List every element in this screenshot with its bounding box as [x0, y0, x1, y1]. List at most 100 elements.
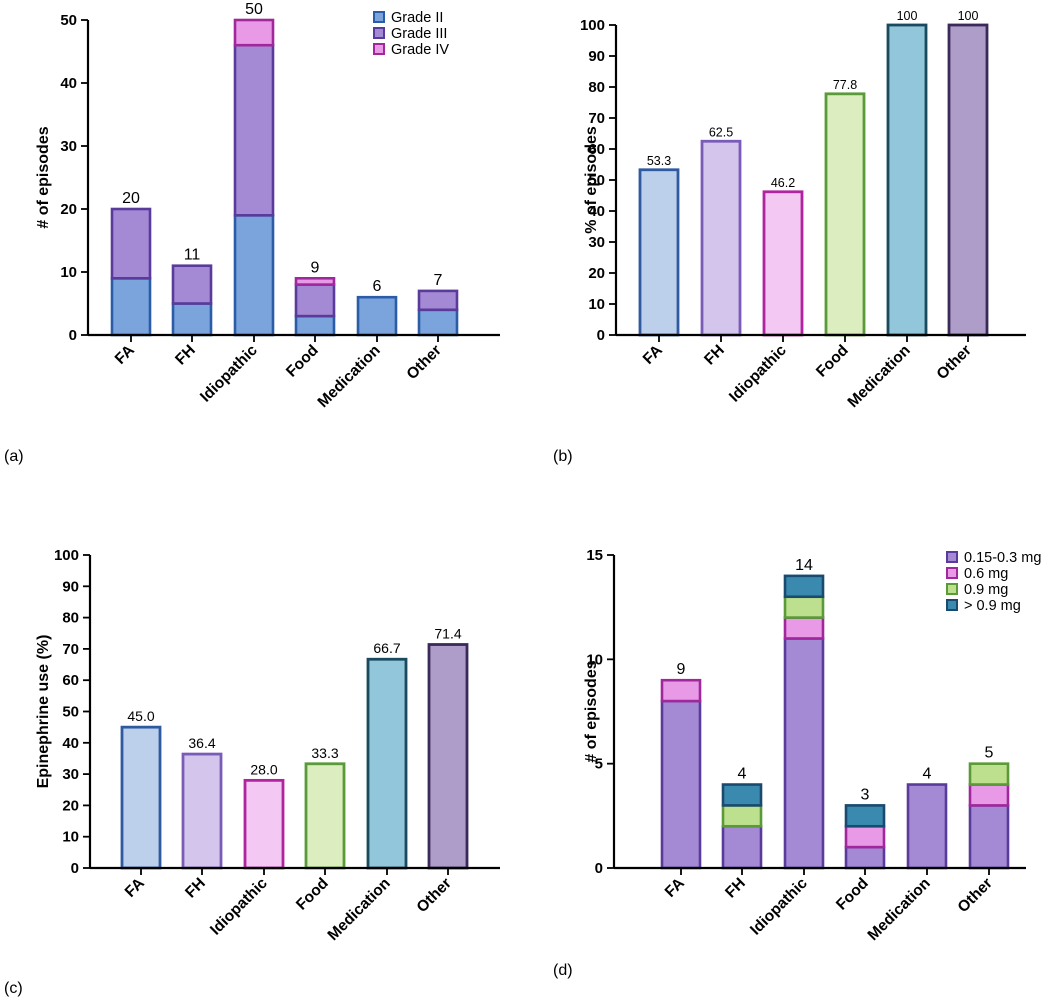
bar-food: [304, 762, 346, 870]
data-label-fh: 62.5: [709, 125, 733, 139]
y-tick-label: 60: [588, 141, 605, 158]
y-tick-label: 80: [62, 610, 79, 627]
bar-idiopathic: [243, 778, 285, 870]
x-tick-label-fh: FH: [172, 342, 199, 369]
x-tick-label-other: Other: [414, 875, 455, 916]
bar-fh-0-15-0-3-mg: [721, 824, 763, 870]
legend-swatch-0-9-mg: [946, 583, 958, 595]
bar-idiopathic-grade-iii: [233, 43, 275, 217]
bar-food-0-6-mg: [844, 824, 886, 849]
legend-label-grade-ii: Grade II: [391, 10, 443, 26]
y-tick-label: 10: [60, 264, 77, 281]
panel-letter-b: (b): [553, 448, 573, 465]
bar-other: [947, 23, 989, 337]
y-tick-label: 30: [60, 138, 77, 155]
bar-idiopathic-grade-ii: [233, 214, 275, 337]
bar-food-0-15-0-3-mg: [844, 845, 886, 870]
x-tick-label-medication: Medication: [865, 875, 934, 944]
bar-fa: [638, 168, 680, 337]
bar-idiopathic: [762, 190, 804, 337]
panel-letter-d: (d): [553, 962, 573, 979]
data-label-fa: 20: [122, 190, 140, 207]
y-tick-label: 40: [62, 735, 79, 752]
data-label-medication: 66.7: [373, 640, 400, 656]
x-tick-label-other: Other: [404, 342, 445, 383]
y-tick-label: 0: [71, 860, 79, 877]
x-tick-label-other: Other: [934, 342, 975, 383]
data-label-idiopathic: 28.0: [250, 761, 277, 777]
x-tick-label-fh: FH: [722, 875, 749, 902]
chart-d: 0 5 10 15 9 FA 4 FH 14 Idiopathic 3 Food 4 Medication…: [583, 547, 1041, 944]
y-axis-title: % of episodes: [583, 126, 600, 234]
data-label-fa: 45.0: [127, 708, 154, 724]
bar-fh-grade-iii: [171, 264, 213, 305]
y-axis-title: # of episodes: [583, 660, 600, 762]
data-label-fh: 4: [738, 766, 747, 783]
y-axis-title: Epinephrine use (%): [35, 635, 52, 789]
legend-label-0-15-0-3-mg: 0.15-0.3 mg: [964, 550, 1041, 566]
y-tick-label: 10: [62, 829, 79, 846]
y-tick-label: 0: [69, 327, 77, 344]
bar-fh-0-9-mg: [721, 804, 763, 828]
y-tick-label: 50: [62, 704, 79, 721]
bar-fa-grade-iii: [110, 207, 152, 280]
legend-label-grade-iv: Grade IV: [391, 42, 449, 58]
y-tick-label: 15: [586, 547, 603, 564]
bar-fa: [120, 725, 162, 870]
data-label-food: 33.3: [311, 745, 338, 761]
bar-fa-0-6-mg: [660, 678, 702, 703]
data-label-fh: 36.4: [188, 735, 215, 751]
y-tick-label: 0: [597, 327, 605, 344]
legend-label-grade-iii: Grade III: [391, 26, 447, 42]
bar-fh-0-9-mg: [721, 783, 763, 807]
data-label-idiopathic: 14: [795, 557, 813, 574]
bar-other-grade-iii: [417, 289, 459, 312]
y-tick-label: 70: [588, 110, 605, 127]
chart-a: 0 10 20 30 40 50 20 FA 11 FH 50 Idiopathic 9 Food 6 Med…: [35, 1, 500, 411]
legend-swatch-0-6-mg: [946, 567, 958, 579]
chart-c: 0 10 20 30 40 50 60 70 80 90 100 45.0 FA 36.4 FH 28.0 Id…: [35, 547, 500, 944]
x-tick-label-idiopathic: Idiopathic: [747, 875, 811, 939]
bar-medication-grade-ii: [356, 295, 398, 337]
y-tick-label: 30: [588, 234, 605, 251]
data-label-medication: 4: [923, 766, 932, 783]
data-label-other: 7: [434, 272, 443, 289]
data-label-medication: 6: [373, 278, 382, 295]
y-tick-label: 5: [595, 756, 603, 773]
legend-swatch-grade-iv: [373, 43, 385, 55]
y-axis-title: # of episodes: [35, 126, 52, 228]
legend-label-0-6-mg: 0.6 mg: [964, 566, 1008, 582]
y-tick-label: 80: [588, 79, 605, 96]
x-tick-label-food: Food: [283, 342, 322, 381]
data-label-idiopathic: 50: [245, 1, 263, 18]
data-label-fa: 53.3: [647, 154, 671, 168]
y-tick-label: 20: [62, 797, 79, 814]
x-tick-label-other: Other: [955, 875, 996, 916]
y-tick-label: 60: [62, 672, 79, 689]
x-tick-label-idiopathic: Idiopathic: [207, 875, 271, 939]
y-tick-label: 10: [588, 296, 605, 313]
y-tick-label: 20: [588, 265, 605, 282]
chart-b: 0 10 20 30 40 50 60 70 80 90 100 53.3 FA 62.5 FH 46.2 Id…: [580, 9, 1026, 411]
y-tick-label: 30: [62, 766, 79, 783]
bar-idiopathic-0-9-mg: [783, 595, 825, 619]
y-tick-label: 10: [586, 651, 603, 668]
data-label-idiopathic: 46.2: [771, 176, 795, 190]
y-tick-label: 20: [60, 201, 77, 218]
x-tick-label-idiopathic: Idiopathic: [197, 342, 261, 406]
y-tick-label: 90: [62, 578, 79, 595]
data-label-other: 100: [958, 9, 979, 23]
bar-other: [427, 643, 469, 870]
bar-food-0-9-mg: [844, 804, 886, 828]
bar-food-grade-iv: [294, 276, 336, 286]
legend-swatch-0-15-0-3-mg: [946, 551, 958, 563]
bar-food-grade-iii: [294, 283, 336, 318]
bar-medication-0-15-0-3-mg: [906, 783, 948, 870]
y-tick-label: 40: [588, 203, 605, 220]
data-label-food: 3: [861, 786, 870, 803]
data-label-food: 9: [311, 259, 320, 276]
x-tick-label-idiopathic: Idiopathic: [726, 342, 790, 406]
bar-idiopathic-0-15-0-3-mg: [783, 637, 825, 870]
x-tick-label-fa: FA: [640, 342, 666, 368]
